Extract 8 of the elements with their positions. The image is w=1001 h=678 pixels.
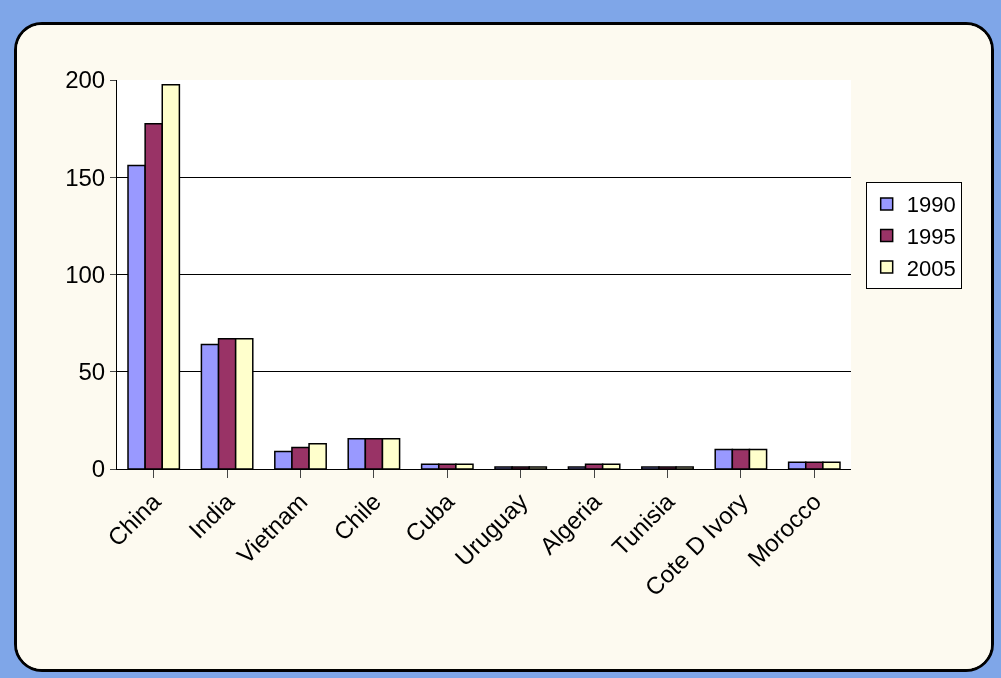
legend-label: 1995	[906, 224, 956, 250]
y-tick-label: 150	[65, 163, 106, 191]
y-tick-label: 200	[65, 66, 106, 94]
legend-label: 1990	[906, 192, 956, 218]
y-tick-label: 0	[91, 455, 106, 483]
legend-label: 2005	[906, 255, 956, 281]
y-tick-label: 50	[78, 358, 106, 386]
y-tick-label: 100	[65, 260, 106, 288]
